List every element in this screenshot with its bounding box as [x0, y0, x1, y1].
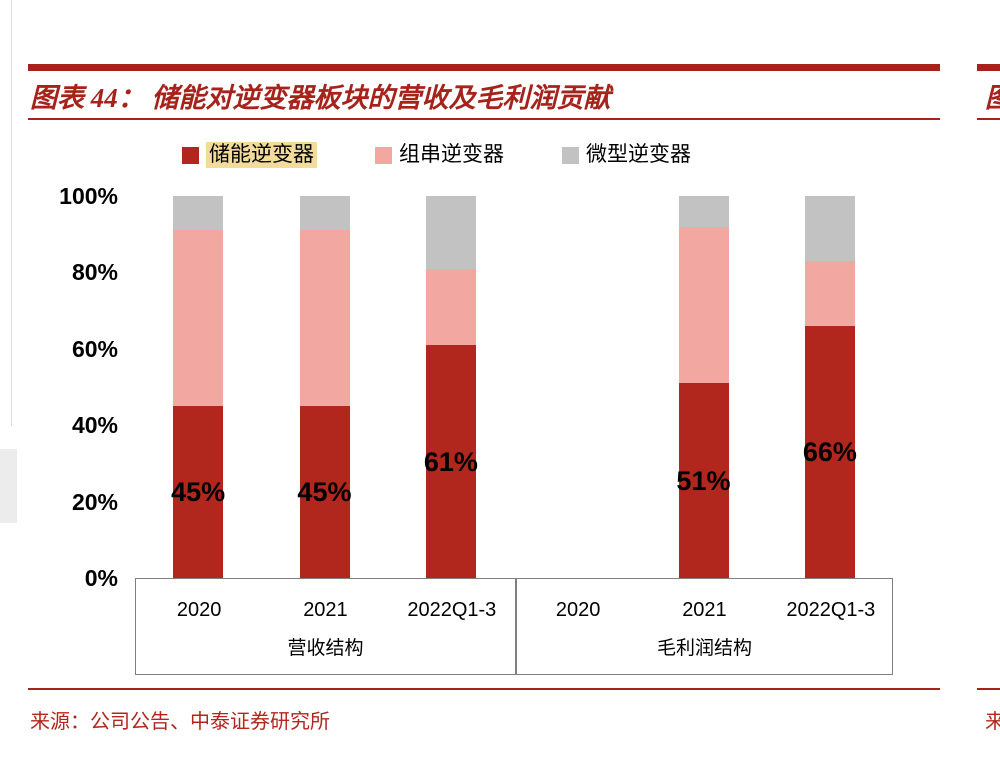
x-axis-years: 2020 2021 2022Q1-3 2020 2021 2022Q1-3 — [136, 579, 892, 674]
bar-segment-组串逆变器-0 — [173, 230, 224, 407]
y-axis: 100% 80% 60% 40% 20% 0% — [18, 183, 118, 591]
legend-label: 储能逆变器 — [206, 142, 317, 168]
x-tick-label: 2022Q1-3 — [407, 599, 497, 621]
y-tick-label: 0% — [84, 565, 118, 591]
legend: 储能逆变器 组串逆变器 微型逆变器 — [150, 141, 908, 169]
adjacent-bottom-rule — [977, 688, 1000, 690]
left-edge-block — [0, 449, 17, 523]
adjacent-source-fragment: 来 — [985, 711, 1000, 733]
bar-segment-微型逆变器-2 — [425, 196, 476, 269]
bar-segment-微型逆变器-4 — [678, 196, 729, 227]
legend-swatch — [182, 146, 199, 164]
bar-value-label: 66% — [802, 436, 857, 467]
bar-segment-微型逆变器-5 — [804, 196, 855, 261]
bar-segment-储能逆变器-4 — [678, 383, 729, 578]
x-tick-label: 2021 — [682, 599, 727, 621]
legend-label: 组串逆变器 — [399, 143, 504, 166]
y-tick-label: 80% — [71, 259, 118, 286]
x-group-label: 毛利润结构 — [656, 638, 752, 659]
adjacent-top-rule — [977, 64, 1000, 71]
y-tick-label: 100% — [59, 183, 118, 209]
bar-value-label: 61% — [423, 446, 478, 477]
x-group-label: 营收结构 — [287, 638, 364, 659]
legend-swatch — [562, 146, 579, 164]
x-tick-label: 2022Q1-3 — [786, 599, 876, 621]
bar-segment-储能逆变器-1 — [299, 406, 350, 578]
legend-item-2: 微型逆变器 — [562, 142, 691, 168]
left-edge-line — [11, 0, 12, 426]
y-tick-label: 60% — [71, 335, 118, 362]
x-tick-label: 2021 — [303, 599, 348, 621]
y-tick-label: 20% — [71, 488, 118, 515]
bar-value-label: 45% — [171, 477, 226, 507]
bar-segment-储能逆变器-2 — [425, 345, 476, 578]
bar-segment-微型逆变器-1 — [299, 196, 350, 231]
bar-segment-组串逆变器-1 — [299, 230, 350, 407]
bar-segment-微型逆变器-0 — [173, 196, 224, 231]
legend-label: 微型逆变器 — [586, 143, 691, 166]
bar-segment-储能逆变器-0 — [173, 406, 224, 578]
legend-item-1: 组串逆变器 — [375, 142, 504, 168]
bar-segment-组串逆变器-4 — [678, 226, 729, 384]
legend-swatch — [375, 146, 392, 164]
figure-title: 图表 44： 储能对逆变器板块的营收及毛利润贡献 — [30, 83, 611, 113]
adjacent-title-fragment: 图 — [985, 76, 1000, 115]
y-tick-label: 40% — [71, 412, 118, 439]
group-divider — [515, 579, 517, 674]
bottom-rule — [28, 688, 940, 690]
source-note: 来源：公司公告、中泰证券研究所 — [30, 711, 330, 733]
bar-value-label: 45% — [297, 477, 352, 507]
bar-segment-储能逆变器-5 — [804, 325, 855, 578]
bar-segment-组串逆变器-2 — [425, 268, 476, 345]
bar-value-label: 51% — [676, 465, 731, 496]
plot-area: 45% 45% 61% 51% 66% — [135, 196, 893, 578]
x-tick-label: 2020 — [555, 599, 601, 621]
top-rule — [28, 64, 940, 71]
title-rule — [28, 118, 940, 120]
bar-segment-组串逆变器-5 — [804, 261, 855, 326]
legend-item-0: 储能逆变器 — [182, 142, 317, 168]
category-box: 2020 2021 2022Q1-3 2020 2021 2022Q1-3 营收结构 毛利润… — [135, 578, 893, 675]
x-axis-groups: 营收结构 毛利润结构 — [136, 579, 892, 674]
adjacent-title-rule — [977, 118, 1000, 120]
x-tick-label: 2020 — [176, 599, 222, 621]
